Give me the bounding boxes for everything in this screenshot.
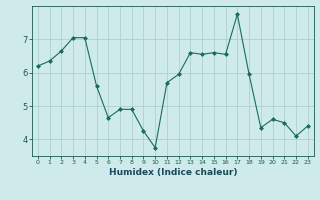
X-axis label: Humidex (Indice chaleur): Humidex (Indice chaleur)	[108, 168, 237, 177]
